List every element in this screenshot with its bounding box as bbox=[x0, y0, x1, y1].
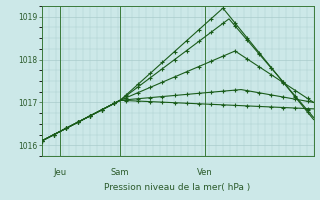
Text: Pression niveau de la mer( hPa ): Pression niveau de la mer( hPa ) bbox=[104, 183, 251, 192]
Text: Sam: Sam bbox=[111, 168, 129, 177]
Text: Jeu: Jeu bbox=[53, 168, 66, 177]
Text: Ven: Ven bbox=[197, 168, 213, 177]
